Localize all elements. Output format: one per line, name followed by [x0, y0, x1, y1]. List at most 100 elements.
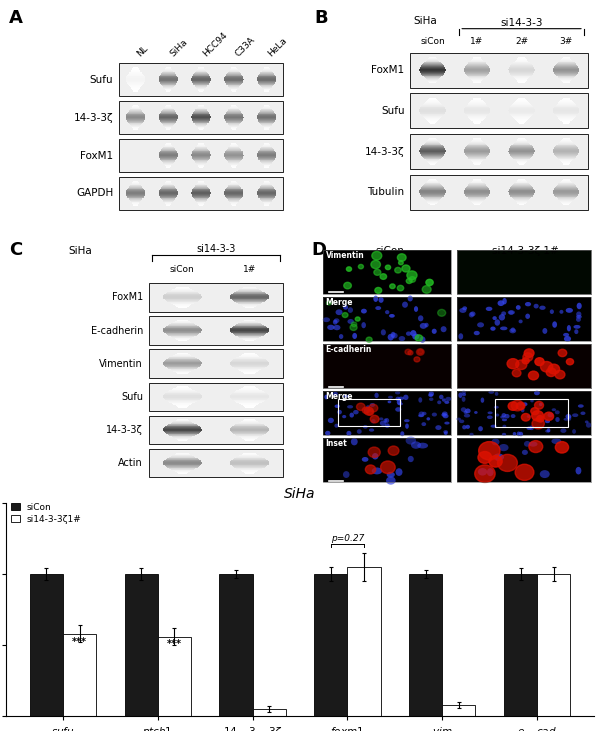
Bar	[537, 574, 570, 716]
Bar	[559, 102, 574, 103]
Ellipse shape	[385, 310, 389, 314]
Bar	[509, 149, 535, 150]
Bar	[196, 71, 206, 72]
Text: Actin: Actin	[118, 458, 143, 469]
Bar	[517, 59, 527, 60]
Bar	[518, 203, 525, 205]
Ellipse shape	[463, 306, 467, 310]
Bar	[225, 113, 242, 114]
Bar	[158, 116, 178, 117]
Bar	[225, 82, 242, 83]
Bar	[191, 192, 211, 193]
Bar	[160, 120, 177, 121]
Bar	[227, 148, 240, 149]
Bar	[224, 194, 243, 195]
Bar	[166, 91, 170, 92]
Bar	[428, 121, 437, 122]
Bar	[419, 192, 446, 193]
Circle shape	[535, 357, 544, 366]
Bar	[561, 181, 571, 182]
Bar	[420, 108, 445, 109]
Ellipse shape	[572, 413, 578, 417]
Bar	[508, 69, 535, 70]
Bar	[510, 154, 533, 155]
Bar	[554, 148, 578, 149]
Text: 2#: 2#	[515, 37, 528, 46]
Bar	[419, 109, 446, 110]
Ellipse shape	[495, 392, 499, 395]
Bar	[467, 105, 487, 106]
Bar	[197, 70, 205, 71]
Bar	[419, 69, 446, 70]
Bar	[509, 193, 535, 194]
Bar	[191, 116, 211, 117]
Bar	[226, 159, 241, 161]
Bar	[160, 113, 177, 114]
Bar	[263, 202, 271, 203]
Bar	[423, 116, 442, 117]
Bar	[467, 185, 487, 186]
Bar	[561, 80, 571, 81]
Bar	[260, 73, 274, 74]
Ellipse shape	[437, 401, 441, 404]
Bar	[464, 151, 490, 153]
Bar	[261, 200, 272, 201]
Circle shape	[531, 408, 539, 414]
Bar	[559, 119, 573, 120]
Bar	[464, 112, 490, 113]
Ellipse shape	[383, 419, 387, 423]
Bar	[198, 68, 204, 69]
Bar	[259, 74, 274, 75]
Ellipse shape	[566, 308, 573, 313]
Ellipse shape	[576, 317, 581, 322]
Bar	[263, 144, 270, 145]
Bar	[228, 124, 239, 125]
Bar	[467, 64, 487, 65]
Bar	[429, 163, 436, 164]
Bar	[263, 88, 271, 89]
Bar	[161, 197, 176, 198]
Bar	[504, 574, 537, 716]
Bar	[557, 75, 575, 77]
Circle shape	[414, 357, 420, 362]
Ellipse shape	[456, 417, 461, 420]
Bar	[262, 70, 271, 71]
Ellipse shape	[502, 418, 507, 421]
Circle shape	[535, 401, 544, 409]
Ellipse shape	[474, 331, 480, 336]
Bar	[164, 126, 172, 127]
Bar	[517, 80, 527, 81]
Bar	[225, 120, 242, 121]
Bar	[159, 118, 178, 119]
Bar	[514, 143, 529, 144]
Bar	[132, 69, 139, 70]
Bar	[509, 72, 534, 73]
Bar	[225, 196, 242, 197]
Ellipse shape	[388, 334, 394, 341]
Bar	[149, 317, 283, 345]
Ellipse shape	[521, 408, 524, 412]
Ellipse shape	[395, 469, 403, 476]
Bar	[258, 82, 275, 83]
Bar	[263, 69, 271, 70]
Bar	[163, 162, 174, 163]
Bar	[128, 198, 142, 200]
Bar	[230, 108, 238, 109]
Circle shape	[515, 360, 527, 370]
Bar	[420, 112, 445, 113]
Text: E-cadherin: E-cadherin	[91, 325, 143, 336]
Text: 1#: 1#	[243, 265, 256, 274]
Bar	[263, 68, 270, 69]
Bar	[192, 190, 210, 191]
Ellipse shape	[576, 315, 582, 319]
Bar	[198, 165, 204, 166]
Bar	[425, 102, 440, 103]
Bar	[553, 71, 579, 72]
Bar	[473, 122, 481, 124]
Bar	[163, 184, 173, 186]
Ellipse shape	[445, 397, 451, 401]
Bar	[559, 78, 573, 79]
Ellipse shape	[539, 403, 542, 406]
Bar	[471, 201, 483, 202]
Bar	[425, 118, 440, 119]
